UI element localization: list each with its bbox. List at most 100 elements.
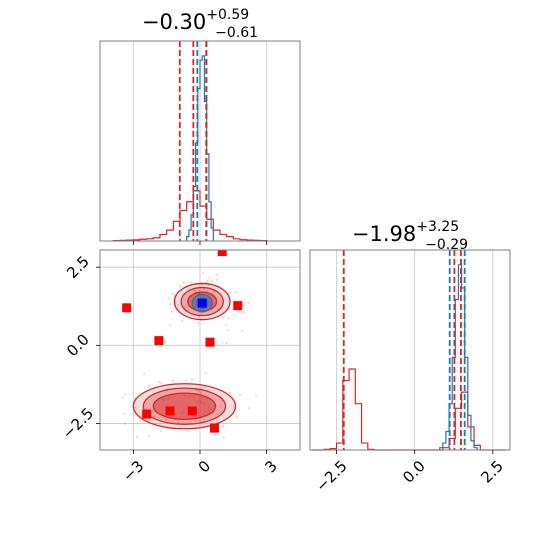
- scatter-x-tick-label-1: 0: [195, 457, 214, 476]
- scatter-sample-point: [203, 410, 206, 413]
- scatter-sample-point: [219, 411, 222, 414]
- scatter-sample-point: [199, 400, 202, 403]
- scatter-sample-point: [182, 281, 185, 284]
- marker-square-2: [205, 337, 215, 347]
- scatter-sample-point: [208, 301, 211, 304]
- scatter-sample-point: [198, 399, 201, 402]
- scatter-sample-point: [136, 435, 139, 438]
- scatter-sample-point: [255, 394, 258, 397]
- scatter-sample-point: [124, 422, 127, 425]
- scatter-sample-point: [199, 401, 202, 404]
- marker-square-5: [165, 406, 175, 416]
- marker-square-1: [154, 336, 164, 346]
- hist-x-series-1: [186, 55, 214, 241]
- scatter-sample-point: [196, 400, 199, 403]
- scatter-sample-point: [207, 406, 210, 409]
- scatter-samples: [122, 272, 258, 439]
- scatter-sample-point: [239, 394, 242, 397]
- scatter-sample-point: [210, 279, 213, 282]
- scatter-sample-point: [148, 435, 151, 438]
- scatter-xy-panel: −3 0 3 −2.5 0.0 2.5: [59, 249, 301, 485]
- scatter-sample-point: [234, 291, 237, 294]
- contour-1-level-0: [132, 383, 237, 430]
- scatter-sample-point: [202, 288, 205, 291]
- scatter-sample-point: [176, 304, 179, 307]
- scatter-y-tick-label-2: 2.5: [63, 252, 93, 282]
- scatter-sample-point: [225, 324, 228, 327]
- scatter-sample-point: [123, 412, 126, 415]
- hist-y-tick-label-2: 2.5: [477, 457, 507, 487]
- scatter-sample-point: [179, 426, 182, 429]
- scatter-sample-point: [208, 284, 211, 287]
- contour-1-level-2: [152, 392, 217, 421]
- scatter-sample-point: [215, 278, 218, 281]
- scatter-sample-point: [183, 409, 186, 412]
- marker-square-4: [142, 409, 152, 419]
- histogram-y-title: −1.98+3.25 −0.29: [352, 219, 468, 253]
- marker-square-3: [233, 301, 243, 311]
- scatter-sample-point: [216, 274, 219, 277]
- contour-1-level-1: [142, 387, 227, 426]
- scatter-sample-point: [242, 311, 245, 314]
- scatter-sample-point: [221, 316, 224, 319]
- scatter-x-tick-label-0: −3: [119, 457, 147, 485]
- center-marker-square: [197, 298, 207, 308]
- scatter-sample-point: [227, 329, 230, 332]
- scatter-sample-point: [181, 412, 184, 415]
- scatter-y-tick-label-0: −2.5: [59, 404, 97, 442]
- scatter-sample-point: [193, 298, 196, 301]
- scatter-sample-point: [189, 281, 192, 284]
- scatter-sample-point: [221, 400, 224, 403]
- scatter-sample-point: [193, 299, 196, 302]
- scatter-sample-point: [227, 317, 230, 320]
- marker-square-6: [187, 406, 197, 416]
- scatter-sample-point: [222, 436, 225, 439]
- marker-square-8: [217, 250, 227, 257]
- scatter-sample-point: [167, 397, 170, 400]
- scatter-sample-point: [248, 407, 251, 410]
- scatter-sample-point: [188, 395, 191, 398]
- scatter-sample-point: [177, 421, 180, 424]
- scatter-sample-point: [200, 392, 203, 395]
- scatter-sample-point: [179, 285, 182, 288]
- scatter-sample-point: [206, 290, 209, 293]
- scatter-sample-point: [169, 303, 172, 306]
- scatter-sample-point: [208, 277, 211, 280]
- scatter-sample-point: [172, 292, 175, 295]
- hist-y-tick-label-1: 0.0: [399, 457, 429, 487]
- histogram-x-panel: [99, 40, 301, 245]
- scatter-sample-point: [169, 324, 172, 327]
- scatter-sample-point: [165, 418, 168, 421]
- scatter-sample-point: [153, 414, 156, 417]
- scatter-sample-point: [167, 297, 170, 300]
- scatter-sample-point: [225, 342, 228, 345]
- scatter-sample-point: [228, 391, 231, 394]
- scatter-sample-point: [122, 396, 125, 399]
- scatter-sample-point: [202, 402, 205, 405]
- scatter-sample-point: [216, 412, 219, 415]
- scatter-sample-point: [209, 304, 212, 307]
- scatter-sample-point: [166, 404, 169, 407]
- scatter-y-tick-label-1: 0.0: [63, 331, 93, 361]
- marker-square-7: [209, 423, 219, 433]
- scatter-sample-point: [174, 413, 177, 416]
- scatter-sample-point: [185, 403, 188, 406]
- scatter-x-tick-label-2: 3: [261, 457, 280, 476]
- scatter-sample-point: [160, 430, 163, 433]
- scatter-sample-point: [184, 394, 187, 397]
- histogram-x-title: −0.30+0.59 −0.61: [142, 7, 258, 41]
- scatter-sample-point: [124, 393, 127, 396]
- scatter-sample-point: [204, 372, 207, 375]
- hist-y-tick-label-0: −2.5: [312, 457, 350, 495]
- scatter-sample-point: [202, 413, 205, 416]
- scatter-sample-point: [160, 381, 163, 384]
- scatter-sample-point: [134, 406, 137, 409]
- scatter-sample-point: [158, 381, 161, 384]
- scatter-sample-point: [143, 373, 146, 376]
- scatter-sample-point: [172, 379, 175, 382]
- hist-y-frame: [309, 249, 511, 451]
- scatter-sample-point: [220, 405, 223, 408]
- scatter-sample-point: [193, 289, 196, 292]
- scatter-sample-point: [186, 430, 189, 433]
